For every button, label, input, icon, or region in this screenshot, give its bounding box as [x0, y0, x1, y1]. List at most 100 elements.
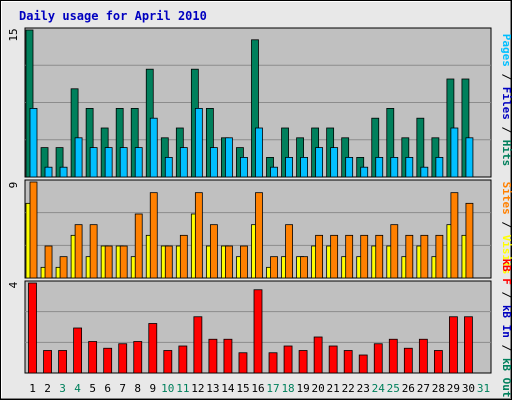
bar-kb-f-day-23 [358, 354, 368, 374]
bar-sites-day-16 [255, 192, 263, 279]
bar-pages-day-26 [405, 156, 414, 178]
middle-panel-legend-label: Sites / Visits [500, 182, 512, 275]
legend-part: kB Out [500, 358, 512, 398]
bar-hits-day-3 [55, 147, 64, 178]
x-label-day-19: 19 [296, 382, 309, 395]
bar-sites-day-4 [74, 224, 83, 279]
bar-kb-f-day-13 [208, 338, 218, 374]
panel-visits-sites [24, 179, 492, 279]
bar-pages-day-3 [59, 166, 68, 178]
bar-sites-day-12 [194, 192, 203, 279]
x-label-day-10: 10 [161, 382, 174, 395]
bar-sites-day-14 [225, 245, 233, 279]
x-label-day-22: 22 [342, 382, 355, 395]
bar-kb-f-day-14 [223, 338, 233, 374]
legend-part: / [500, 120, 512, 140]
bar-hits-day-24 [371, 117, 380, 178]
bar-sites-day-17 [270, 256, 278, 279]
x-label-day-30: 30 [462, 382, 475, 395]
bar-sites-day-19 [300, 256, 308, 279]
legend-part: Files [500, 87, 512, 120]
x-label-day-20: 20 [312, 382, 325, 395]
legend-part: / [500, 285, 512, 305]
bar-kb-f-day-10 [163, 350, 173, 374]
bar-kb-f-day-27 [418, 338, 428, 374]
bar-sites-day-13 [209, 224, 218, 279]
bar-pages-day-13 [209, 147, 218, 178]
x-label-day-9: 9 [149, 382, 156, 395]
legend-part: Sites [500, 182, 512, 215]
x-label-day-3: 3 [59, 382, 66, 395]
bar-kb-f-day-16 [253, 289, 263, 374]
bar-kb-f-day-6 [103, 347, 113, 374]
bar-sites-day-7 [119, 245, 128, 279]
bar-sites-day-3 [59, 256, 68, 279]
x-label-day-12: 12 [191, 382, 204, 395]
bar-sites-day-2 [44, 245, 53, 279]
bar-kb-f-day-26 [403, 347, 413, 374]
bar-sites-day-9 [149, 192, 158, 279]
panel-kbytes [24, 280, 492, 374]
x-label-day-25: 25 [387, 382, 400, 395]
x-label-day-13: 13 [206, 382, 219, 395]
legend-part: Visits [500, 235, 512, 275]
x-label-day-27: 27 [417, 382, 430, 395]
bar-kb-f-day-29 [449, 316, 458, 374]
bar-pages-day-11 [179, 147, 188, 178]
middle-panel-ymax-label: 9 [7, 182, 20, 189]
bar-sites-day-21 [330, 234, 339, 279]
bar-sites-day-22 [345, 234, 354, 279]
bar-sites-day-8 [134, 213, 143, 279]
bar-pages-day-29 [450, 127, 459, 178]
bar-pages-day-27 [420, 166, 429, 178]
bar-pages-day-7 [119, 147, 128, 178]
x-label-day-23: 23 [357, 382, 370, 395]
bar-pages-day-19 [300, 156, 308, 178]
legend-part: / [500, 215, 512, 235]
bar-sites-day-24 [375, 234, 384, 279]
bar-kb-f-day-3 [58, 350, 67, 374]
legend-part: Hits [500, 140, 512, 167]
legend-part: / [500, 338, 512, 358]
bar-kb-f-day-30 [464, 316, 473, 374]
bar-sites-day-5 [89, 224, 98, 279]
bar-kb-f-day-4 [73, 327, 83, 374]
bar-hits-day-5 [85, 108, 94, 178]
x-label-day-14: 14 [221, 382, 235, 395]
bar-kb-f-day-19 [298, 350, 308, 374]
bar-pages-day-1 [29, 108, 38, 178]
bar-pages-day-12 [194, 108, 203, 178]
x-label-day-24: 24 [372, 382, 386, 395]
bar-pages-day-25 [390, 156, 399, 178]
bar-pages-day-20 [315, 147, 324, 178]
top-panel-legend-label: Pages / Files / Hits [500, 34, 512, 167]
bar-hits-day-4 [70, 88, 79, 178]
x-label-day-6: 6 [104, 382, 111, 395]
x-label-day-29: 29 [447, 382, 460, 395]
legend-part: kB In [500, 305, 512, 338]
bar-hits-day-7 [115, 108, 124, 178]
bar-sites-day-15 [240, 245, 248, 279]
bottom-panel-ymax-label: 4 [7, 281, 20, 288]
chart-title: Daily usage for April 2010 [19, 9, 207, 23]
bar-kb-f-day-8 [133, 341, 143, 374]
bar-hits-day-16 [251, 39, 259, 178]
x-label-day-31: 31 [477, 382, 490, 395]
x-label-day-28: 28 [432, 382, 445, 395]
bar-kb-f-day-12 [193, 316, 203, 374]
bar-pages-day-22 [345, 156, 354, 178]
bar-pages-day-15 [240, 156, 248, 178]
x-label-day-16: 16 [251, 382, 264, 395]
bar-sites-day-11 [179, 234, 188, 279]
bar-kb-f-day-20 [313, 336, 323, 374]
bar-kb-f-day-22 [343, 350, 353, 374]
bar-sites-day-27 [420, 234, 429, 279]
x-label-day-17: 17 [266, 382, 279, 395]
bar-sites-day-25 [390, 224, 399, 279]
bar-pages-day-28 [435, 156, 444, 178]
bar-hits-day-13 [205, 108, 214, 178]
bar-hits-day-1 [25, 29, 34, 178]
x-label-day-4: 4 [74, 382, 81, 395]
